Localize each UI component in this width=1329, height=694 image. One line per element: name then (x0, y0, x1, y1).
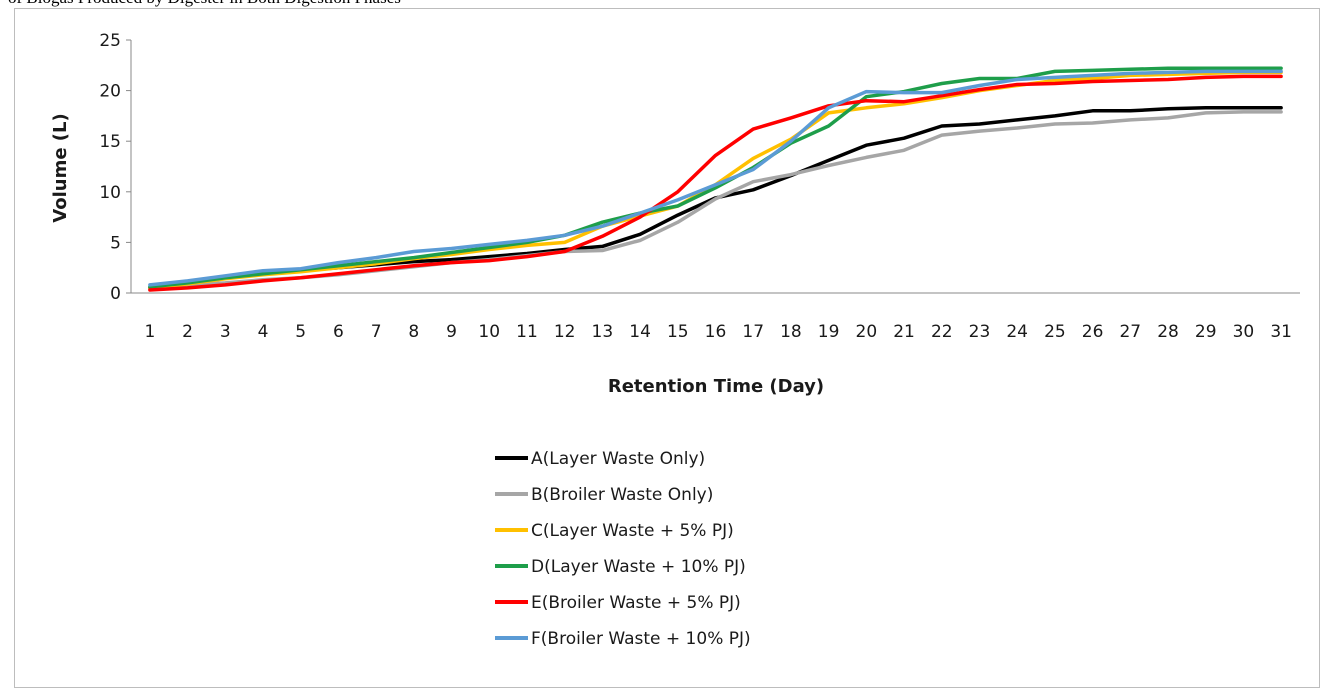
x-tick-label: 8 (408, 322, 419, 342)
legend-label: E(Broiler Waste + 5% PJ) (531, 593, 741, 613)
y-tick-label: 20 (99, 82, 121, 102)
series-line-d (148, 66, 1283, 289)
x-tick-label: 19 (818, 322, 840, 342)
x-tick-label: 16 (705, 322, 727, 342)
series-lines (148, 66, 1283, 292)
x-tick-label: 30 (1233, 322, 1255, 342)
y-tick-label: 10 (99, 183, 121, 203)
x-tick-label: 10 (478, 322, 500, 342)
x-tick-label: 28 (1157, 322, 1179, 342)
legend-label: D(Layer Waste + 10% PJ) (531, 557, 746, 577)
x-tick-label: 3 (220, 322, 231, 342)
x-tick-label: 2 (182, 322, 193, 342)
x-tick-label: 21 (893, 322, 915, 342)
x-tick-label: 1 (144, 322, 155, 342)
x-tick-label: 9 (446, 322, 457, 342)
x-tick-label: 17 (742, 322, 764, 342)
x-tick-label: 6 (333, 322, 344, 342)
x-tick-label: 20 (856, 322, 878, 342)
series-line-e (148, 74, 1283, 292)
y-tick-label: 5 (110, 233, 121, 253)
x-tick-label: 22 (931, 322, 953, 342)
x-axis-title: Retention Time (Day) (608, 376, 824, 397)
x-tick-label: 27 (1119, 322, 1141, 342)
series-line-b (148, 110, 1283, 291)
x-tick-label: 18 (780, 322, 802, 342)
x-tick-label: 14 (629, 322, 651, 342)
x-tick-label: 31 (1270, 322, 1292, 342)
y-tick-label: 25 (99, 31, 121, 51)
x-tick-label: 15 (667, 322, 689, 342)
legend-label: B(Broiler Waste Only) (531, 485, 713, 505)
y-axis-title: Volume (L) (50, 113, 71, 222)
x-tick-label: 5 (295, 322, 306, 342)
x-tick-label: 26 (1082, 322, 1104, 342)
x-tick-label: 23 (969, 322, 991, 342)
x-tick-label: 25 (1044, 322, 1066, 342)
legend-label: C(Layer Waste + 5% PJ) (531, 521, 734, 541)
series-line-f (148, 69, 1283, 287)
x-tick-label: 13 (592, 322, 614, 342)
series-line-c (148, 70, 1283, 290)
y-tick-label: 15 (99, 132, 121, 152)
x-tick-label: 24 (1006, 322, 1028, 342)
chart-frame (14, 8, 1320, 688)
legend: A(Layer Waste Only) B(Broiler Waste Only)… (495, 449, 751, 649)
legend-label: A(Layer Waste Only) (531, 449, 705, 469)
y-tick-label: 0 (110, 284, 121, 304)
x-tick-label: 4 (258, 322, 269, 342)
legend-label: F(Broiler Waste + 10% PJ) (531, 629, 751, 649)
axes (126, 39, 1300, 294)
x-tick-label: 11 (516, 322, 538, 342)
x-tick-label: 29 (1195, 322, 1217, 342)
x-tick-label: 7 (371, 322, 382, 342)
caption-text: of Biogas Produced by Digester in Both D… (8, 0, 401, 8)
x-tick-label: 12 (554, 322, 576, 342)
